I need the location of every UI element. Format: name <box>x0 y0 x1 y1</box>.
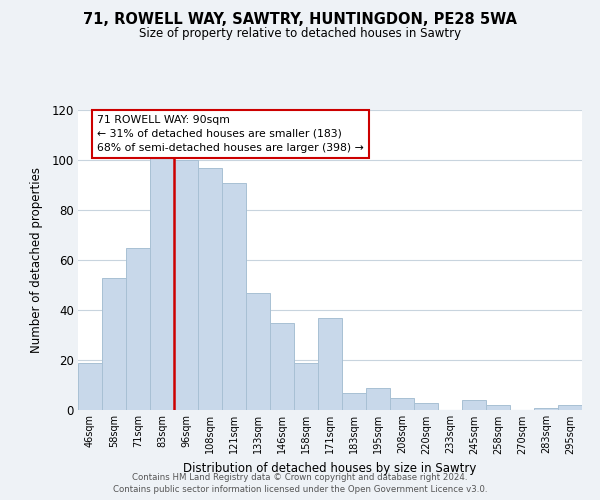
Bar <box>174 160 198 410</box>
Bar <box>414 402 438 410</box>
X-axis label: Distribution of detached houses by size in Sawtry: Distribution of detached houses by size … <box>184 462 476 475</box>
Bar <box>270 322 294 410</box>
Bar <box>78 362 102 410</box>
Text: Contains public sector information licensed under the Open Government Licence v3: Contains public sector information licen… <box>113 485 487 494</box>
Bar <box>366 388 390 410</box>
Text: 71 ROWELL WAY: 90sqm
← 31% of detached houses are smaller (183)
68% of semi-deta: 71 ROWELL WAY: 90sqm ← 31% of detached h… <box>97 115 364 153</box>
Bar <box>462 400 486 410</box>
Bar <box>222 182 246 410</box>
Bar <box>246 292 270 410</box>
Bar <box>486 405 510 410</box>
Bar <box>318 318 342 410</box>
Bar <box>126 248 150 410</box>
Bar <box>102 278 126 410</box>
Bar <box>198 168 222 410</box>
Bar <box>294 362 318 410</box>
Text: Contains HM Land Registry data © Crown copyright and database right 2024.: Contains HM Land Registry data © Crown c… <box>132 472 468 482</box>
Bar <box>150 158 174 410</box>
Y-axis label: Number of detached properties: Number of detached properties <box>30 167 43 353</box>
Bar <box>558 405 582 410</box>
Text: 71, ROWELL WAY, SAWTRY, HUNTINGDON, PE28 5WA: 71, ROWELL WAY, SAWTRY, HUNTINGDON, PE28… <box>83 12 517 28</box>
Bar <box>390 398 414 410</box>
Bar <box>342 392 366 410</box>
Text: Size of property relative to detached houses in Sawtry: Size of property relative to detached ho… <box>139 28 461 40</box>
Bar <box>534 408 558 410</box>
